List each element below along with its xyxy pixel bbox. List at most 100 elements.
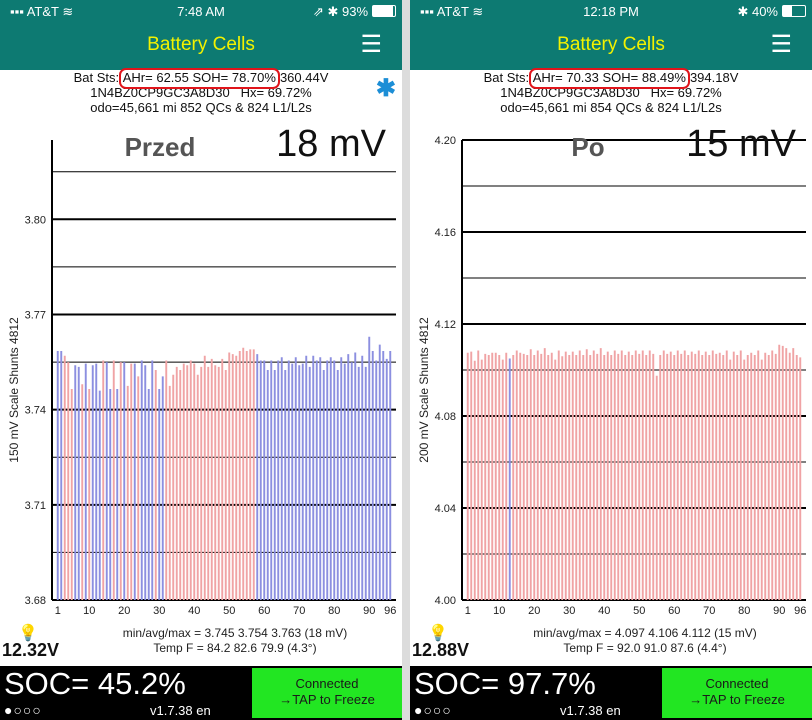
carrier-label: ▪▪▪ AT&T ≋ xyxy=(420,4,484,19)
y-tick-label: 4.08 xyxy=(435,411,456,423)
bat-sts-label: Bat Sts: xyxy=(73,70,120,85)
carrier-label: ▪▪▪ AT&T ≋ xyxy=(10,4,74,19)
shunts-label: Shunts 4812 xyxy=(417,317,431,385)
cell-stats: min/avg/max = 3.745 3.754 3.763 (18 mV) … xyxy=(70,626,400,656)
x-tick-label: 20 xyxy=(528,605,540,617)
odo-line: odo=45,661 mi 854 QCs & 824 L1/L2s xyxy=(500,100,722,115)
clock: 12:18 PM xyxy=(583,4,639,19)
nav-bar: Battery Cells ☰ xyxy=(410,22,812,70)
battery-icon xyxy=(782,5,806,17)
ahr-soh-value: AHr= 70.33 SOH= 88.49% xyxy=(532,70,686,85)
battery-status-block: Bat Sts: AHr= 70.33 SOH= 88.49% 394.18V 1… xyxy=(410,68,812,115)
y-tick-label: 4.12 xyxy=(435,319,456,331)
status-right: ✱ 40% xyxy=(737,4,778,19)
x-tick-label: 40 xyxy=(188,605,200,617)
y-tick-label: 4.00 xyxy=(435,595,456,607)
y-tick-label: 4.20 xyxy=(435,135,456,147)
lightbulb-icon[interactable]: 💡 xyxy=(428,625,448,642)
soc-bar: SOC= 45.2% ●○○○ v1.7.38 en Connected →TA… xyxy=(0,666,402,720)
x-tick-label: 10 xyxy=(83,605,95,617)
battery-icon xyxy=(372,5,396,17)
overlay-label: Po xyxy=(571,132,604,162)
delta-mv-label: 18 mV xyxy=(276,123,386,165)
soc-value: SOC= 45.2% xyxy=(4,666,186,701)
menu-icon[interactable]: ☰ xyxy=(770,31,792,58)
screenshot-divider xyxy=(402,0,410,720)
page-dots[interactable]: ●○○○ xyxy=(4,702,42,718)
cell-voltage-chart[interactable]: 4.00 4.04 4.08 4.12 4.16 4.20 1 10 20 30 40 50 60 70 8… xyxy=(410,120,812,625)
scale-shunts-label: 200 mV Scale Shunts 4812 xyxy=(417,317,431,463)
y-tick-label: 4.16 xyxy=(435,227,456,239)
overlay-label: Przed xyxy=(125,132,196,162)
scale-label: 200 mV Scale xyxy=(417,385,431,463)
x-tick-label: 90 xyxy=(773,605,785,617)
x-tick-label: 1 xyxy=(55,605,61,617)
nav-bar: Battery Cells ☰ xyxy=(0,22,402,70)
delta-mv-label: 15 mV xyxy=(686,123,796,165)
ahr-soh-group: AHr= 62.55 SOH= 78.70% xyxy=(118,68,280,89)
menu-icon[interactable]: ☰ xyxy=(360,31,382,58)
ahr-soh-value: AHr= 62.55 SOH= 78.70% xyxy=(122,70,276,85)
shunts-label: Shunts 4812 xyxy=(7,317,21,385)
x-tick-label: 50 xyxy=(633,605,645,617)
page-title: Battery Cells xyxy=(147,34,255,55)
x-tick-label: 70 xyxy=(293,605,305,617)
y-tick-label: 4.04 xyxy=(435,503,456,515)
bat-sts-line: Bat Sts: AHr= 70.33 SOH= 88.49% 394.18V xyxy=(410,68,812,89)
pack-voltage-value: 360.44V xyxy=(279,70,329,85)
highlight-box xyxy=(118,68,280,89)
x-tick-label: 60 xyxy=(668,605,680,617)
lightbulb-icon[interactable]: 💡 xyxy=(18,625,38,642)
temp-line: Temp F = 92.0 91.0 87.6 (4.4°) xyxy=(563,641,727,655)
y-tick-label: 3.74 xyxy=(25,405,46,417)
tap-freeze-label: →TAP to Freeze xyxy=(279,692,375,707)
y-tick-label: 3.80 xyxy=(25,214,46,226)
aux-battery-voltage: 12.88V xyxy=(412,640,470,660)
bat-sts-label: Bat Sts: xyxy=(483,70,530,85)
x-tick-label: 30 xyxy=(563,605,575,617)
x-tick-label: 10 xyxy=(493,605,505,617)
scale-shunts-label: 150 mV Scale Shunts 4812 xyxy=(7,317,21,463)
bluetooth-icon[interactable]: ✱ xyxy=(375,75,396,102)
y-tick-label: 3.71 xyxy=(25,500,46,512)
connected-label: Connected xyxy=(705,676,769,691)
bat-sts-line: Bat Sts: AHr= 62.55 SOH= 78.70% 360.44V xyxy=(0,68,402,89)
x-tick-label: 80 xyxy=(738,605,750,617)
ahr-soh-group: AHr= 70.33 SOH= 88.49% xyxy=(528,68,690,89)
scale-label: 150 mV Scale xyxy=(7,385,21,463)
x-tick-label: 40 xyxy=(598,605,610,617)
phone-screen-after: ▪▪▪ AT&T ≋ 12:18 PM ✱ 40% Battery Cells … xyxy=(410,0,812,720)
odo-line: odo=45,661 mi 852 QCs & 824 L1/L2s xyxy=(90,100,312,115)
highlight-box xyxy=(528,68,690,89)
phone-screen-before: ▪▪▪ AT&T ≋ 7:48 AM ⇗ ✱ 93% Battery Cells… xyxy=(0,0,402,720)
tap-freeze-label: →TAP to Freeze xyxy=(689,692,785,707)
soc-bar: SOC= 97.7% ●○○○ v1.7.38 en Connected →TA… xyxy=(410,666,812,720)
x-tick-label: 30 xyxy=(153,605,165,617)
status-right: ⇗ ✱ 93% xyxy=(312,4,368,19)
freeze-button[interactable]: Connected →TAP to Freeze xyxy=(662,668,812,718)
x-tick-label: 50 xyxy=(223,605,235,617)
page-dots[interactable]: ●○○○ xyxy=(414,702,452,718)
status-bar: ▪▪▪ AT&T ≋ 12:18 PM ✱ 40% xyxy=(410,0,812,22)
x-tick-label: 96 xyxy=(794,605,806,617)
freeze-button[interactable]: Connected →TAP to Freeze xyxy=(252,668,402,718)
y-tick-label: 3.77 xyxy=(25,309,46,321)
pack-voltage-value: 394.18V xyxy=(689,70,739,85)
x-tick-label: 96 xyxy=(384,605,396,617)
status-bar: ▪▪▪ AT&T ≋ 7:48 AM ⇗ ✱ 93% xyxy=(0,0,402,22)
x-tick-label: 60 xyxy=(258,605,270,617)
cell-stats: min/avg/max = 4.097 4.106 4.112 (15 mV) … xyxy=(480,626,810,656)
x-tick-label: 20 xyxy=(118,605,130,617)
page-title: Battery Cells xyxy=(557,34,665,55)
minmax-line: min/avg/max = 4.097 4.106 4.112 (15 mV) xyxy=(533,626,757,640)
temp-line: Temp F = 84.2 82.6 79.9 (4.3°) xyxy=(153,641,317,655)
soc-value: SOC= 97.7% xyxy=(414,666,596,701)
minmax-line: min/avg/max = 3.745 3.754 3.763 (18 mV) xyxy=(122,626,348,640)
aux-battery-voltage: 12.32V xyxy=(2,640,60,660)
x-tick-label: 1 xyxy=(465,605,471,617)
cell-voltage-chart[interactable]: 3.68 3.71 3.74 3.77 3.80 1 10 20 30 40 50 60 70 80 90 9… xyxy=(0,120,402,625)
x-tick-label: 90 xyxy=(363,605,375,617)
battery-status-block: Bat Sts: AHr= 62.55 SOH= 78.70% 360.44V 1… xyxy=(0,68,402,115)
x-tick-label: 80 xyxy=(328,605,340,617)
version-label: v1.7.38 en xyxy=(560,703,621,718)
